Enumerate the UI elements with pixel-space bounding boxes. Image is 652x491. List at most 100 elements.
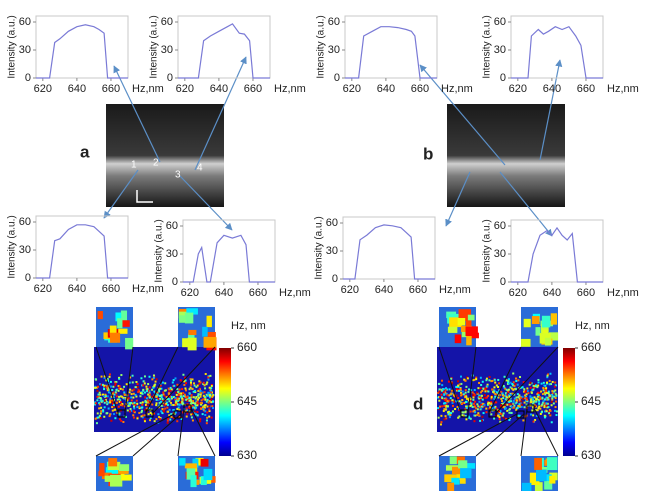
map-pixel [208, 410, 211, 413]
map-pixel [209, 374, 212, 377]
map-pixel [497, 396, 500, 399]
map-pixel [444, 404, 447, 407]
map-pixel [532, 384, 535, 387]
map-pixel [437, 416, 440, 419]
map-pixel [494, 395, 497, 398]
y-tick-label: 60 [161, 16, 173, 28]
map-pixel [96, 399, 99, 402]
map-pixel [508, 400, 511, 403]
map-pixel [457, 416, 460, 419]
inset-patch [447, 326, 458, 333]
map-pixel [445, 400, 448, 403]
map-pixel [169, 418, 172, 421]
map-pixel [174, 398, 177, 401]
map-pixel [151, 378, 154, 381]
map-pixel [451, 404, 454, 407]
x-axis-label: Hz,nm [439, 284, 471, 296]
map-pixel [177, 406, 180, 409]
map-pixel [197, 396, 200, 399]
map-pixel [485, 387, 488, 390]
map-pixel [544, 415, 547, 418]
map-pixel [536, 391, 539, 394]
map-pixel [512, 401, 515, 404]
map-pixel [158, 416, 161, 419]
map-pixel [494, 393, 497, 396]
map-pixel [147, 393, 150, 396]
map-pixel [512, 372, 515, 375]
map-pixel [464, 411, 467, 414]
map-pixel [518, 397, 521, 400]
map-pixel [138, 407, 141, 410]
map-pixel [155, 418, 158, 421]
map-pixel [551, 398, 554, 401]
map-pixel [182, 373, 185, 376]
map-pixel [168, 389, 171, 392]
map-pixel [114, 417, 117, 420]
inset-patch [543, 474, 552, 481]
map-pixel [467, 397, 470, 400]
map-pixel [448, 399, 451, 402]
map-pixel [155, 395, 158, 398]
map-pixel [524, 391, 527, 394]
map-pixel [120, 403, 123, 406]
map-pixel [126, 401, 129, 404]
inset-patch [202, 326, 208, 337]
map-pixel [548, 379, 551, 382]
map-pixel [507, 378, 510, 381]
map-pixel [119, 395, 122, 398]
map-pixel [544, 384, 547, 387]
map-pixel [485, 411, 488, 414]
map-pixel [542, 387, 545, 390]
inset-patch [190, 475, 197, 488]
map-pixel [541, 403, 544, 406]
map-pixel [146, 404, 149, 407]
map-pixel [477, 412, 480, 415]
map-pixel [99, 412, 102, 415]
map-pixel [188, 404, 191, 407]
map-pixel [505, 379, 508, 382]
map-pixel [439, 388, 442, 391]
map-pixel [507, 379, 510, 382]
map-pixel [127, 397, 130, 400]
map-pixel [144, 399, 147, 402]
map-pixel [197, 389, 200, 392]
map-pixel [205, 393, 208, 396]
map-pixel [490, 413, 493, 416]
map-pixel [532, 388, 535, 391]
inset-patch [200, 458, 209, 467]
x-tick-label: 640 [68, 83, 86, 95]
inset-patch [195, 457, 204, 466]
map-pixel [537, 384, 540, 387]
map-pixel [174, 396, 177, 399]
map-pixel [510, 394, 513, 397]
map-pixel [526, 400, 529, 403]
map-pixel [100, 383, 103, 386]
map-pixel [201, 406, 204, 409]
map-pixel [526, 390, 529, 393]
panel-label: a [80, 142, 90, 161]
map-pixel [516, 393, 519, 396]
map-pixel [115, 401, 118, 404]
map-pixel [536, 393, 539, 396]
map-pixel [448, 394, 451, 397]
colorbar [563, 348, 575, 456]
map-pixel [172, 409, 175, 412]
map-pixel [480, 402, 483, 405]
map-pixel [494, 381, 497, 384]
map-pixel [442, 409, 445, 412]
map-pixel [520, 403, 523, 406]
map-pixel [169, 389, 172, 392]
map-pixel [476, 408, 479, 411]
map-pixel [525, 397, 528, 400]
map-pixel [502, 412, 505, 415]
map-pixel [512, 381, 515, 384]
inset-patch [467, 314, 475, 321]
inset-patch [98, 471, 105, 477]
map-pixel [439, 396, 442, 399]
map-pixel [185, 389, 188, 392]
inset-patch [184, 312, 194, 324]
map-pixel [132, 414, 135, 417]
map-pixel [143, 382, 146, 385]
y-axis-label: Intensity (a.u.) [316, 15, 327, 78]
map-pixel [504, 407, 507, 410]
